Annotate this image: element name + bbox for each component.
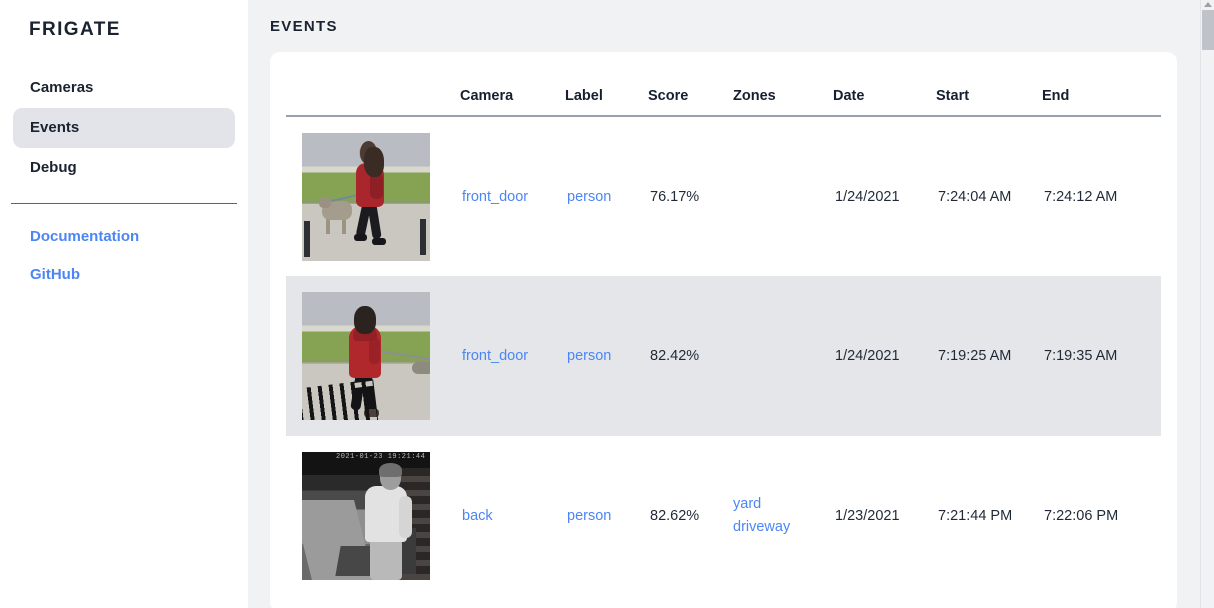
event-camera-link[interactable]: front_door: [462, 348, 529, 364]
page-title: EVENTS: [270, 18, 338, 35]
sidebar-item-cameras[interactable]: Cameras: [30, 78, 94, 96]
table-row[interactable]: 2021-01-23 19:21:44 back person 82.62%: [286, 436, 1161, 596]
fence-post-icon: [304, 220, 310, 257]
events-card: Camera Label Score Zones Date Start End: [270, 52, 1177, 608]
event-score-cell: 76.17%: [648, 116, 733, 276]
column-header-end[interactable]: End: [1042, 88, 1070, 104]
camera-timestamp-overlay: 2021-01-23 19:21:44: [336, 453, 426, 461]
event-score-cell: 82.42%: [648, 276, 733, 436]
event-start-value: 7:24:04 AM: [938, 188, 1012, 205]
event-thumbnail-image[interactable]: 2021-01-23 19:21:44: [302, 452, 430, 580]
sidebar-nav: Cameras Events Debug: [0, 68, 248, 188]
sidebar-divider: [11, 202, 237, 204]
event-start-value: 7:19:25 AM: [938, 348, 1012, 364]
dog-leg: [326, 216, 330, 234]
sidebar-item-debug[interactable]: Debug: [30, 158, 77, 176]
event-start-value: 7:21:44 PM: [938, 508, 1013, 524]
events-table-head: Camera Label Score Zones Date Start End: [286, 52, 1161, 116]
event-date-value: 1/24/2021: [835, 188, 900, 205]
event-camera-link[interactable]: back: [462, 508, 493, 524]
event-zones-cell: yard driveway: [733, 436, 833, 596]
sidebar: FRIGATE Cameras Events Debug Documentati…: [0, 0, 248, 608]
event-start-cell: 7:24:04 AM: [936, 116, 1042, 276]
event-score-cell: 82.62%: [648, 436, 733, 596]
event-date-value: 1/23/2021: [835, 508, 900, 524]
event-label-cell: person: [565, 276, 648, 436]
sidebar-external-links: Documentation GitHub: [0, 218, 248, 294]
column-header-zones[interactable]: Zones: [733, 88, 776, 104]
event-zones-cell: [733, 116, 833, 276]
event-label-cell: person: [565, 116, 648, 276]
scroll-up-arrow-icon[interactable]: [1204, 2, 1212, 7]
table-row[interactable]: front_door person 76.17% 1/24/2021: [286, 116, 1161, 276]
dog-leg: [342, 216, 346, 234]
person-hair: [379, 463, 402, 477]
sidebar-item-events[interactable]: Events: [13, 107, 235, 148]
event-date-value: 1/24/2021: [835, 348, 900, 364]
person-arm: [370, 172, 383, 199]
event-thumbnail-cell: [286, 276, 460, 436]
event-zone-link[interactable]: driveway: [733, 519, 791, 535]
sidebar-link-github[interactable]: GitHub: [30, 265, 80, 283]
event-thumbnail-image[interactable]: [302, 132, 430, 261]
event-label-cell: person: [565, 436, 648, 596]
app-brand-title: FRIGATE: [29, 19, 121, 40]
event-score-value: 76.17%: [650, 188, 700, 205]
event-zones-cell: [733, 276, 833, 436]
event-zone-link[interactable]: yard: [733, 495, 762, 512]
event-camera-cell: front_door: [460, 116, 565, 276]
person-arm: [399, 496, 412, 538]
column-header-camera[interactable]: Camera: [460, 88, 514, 104]
event-label-link[interactable]: person: [567, 348, 612, 364]
events-table: Camera Label Score Zones Date Start End: [286, 52, 1161, 596]
events-table-header-row: Camera Label Score Zones Date Start End: [286, 52, 1161, 116]
event-end-cell: 7:24:12 AM: [1042, 116, 1161, 276]
person-pants: [370, 539, 402, 580]
event-end-cell: 7:19:35 AM: [1042, 276, 1161, 436]
event-score-value: 82.42%: [650, 348, 700, 364]
dog-body: [412, 362, 430, 374]
event-start-cell: 7:19:25 AM: [936, 276, 1042, 436]
column-header-start[interactable]: Start: [936, 88, 970, 104]
event-label-link[interactable]: person: [567, 188, 612, 205]
main-content: EVENTS Camera Label Score Zones Date Sta…: [248, 0, 1214, 608]
scrollbar-thumb[interactable]: [1202, 10, 1214, 50]
event-thumbnail-image[interactable]: [302, 292, 430, 420]
event-date-cell: 1/24/2021: [833, 276, 936, 436]
event-thumbnail-cell: 2021-01-23 19:21:44: [286, 436, 460, 596]
event-end-cell: 7:22:06 PM: [1042, 436, 1161, 596]
dog-head: [319, 196, 331, 208]
fence-post-icon: [420, 218, 426, 255]
event-end-value: 7:22:06 PM: [1044, 508, 1119, 524]
column-header-score[interactable]: Score: [648, 88, 689, 104]
column-header-thumbnail[interactable]: [286, 52, 460, 116]
event-date-cell: 1/23/2021: [833, 436, 936, 596]
event-start-cell: 7:21:44 PM: [936, 436, 1042, 596]
person-shoe: [354, 233, 367, 241]
event-end-value: 7:19:35 AM: [1044, 348, 1118, 364]
event-end-value: 7:24:12 AM: [1044, 188, 1118, 205]
vertical-scrollbar[interactable]: [1200, 0, 1214, 608]
person-arm: [369, 338, 380, 364]
person-hair: [364, 146, 384, 177]
event-label-link[interactable]: person: [567, 508, 612, 524]
sidebar-link-documentation[interactable]: Documentation: [30, 227, 140, 245]
event-camera-link[interactable]: front_door: [462, 188, 529, 205]
event-date-cell: 1/24/2021: [833, 116, 936, 276]
person-shoe: [372, 237, 386, 245]
column-header-date[interactable]: Date: [833, 88, 865, 104]
events-table-body: front_door person 76.17% 1/24/2021: [286, 116, 1161, 596]
column-header-label[interactable]: Label: [565, 88, 603, 104]
table-row[interactable]: front_door person 82.42% 1/24/2021: [286, 276, 1161, 436]
event-thumbnail-cell: [286, 116, 460, 276]
event-score-value: 82.62%: [650, 508, 700, 524]
person-head: [354, 306, 376, 334]
event-camera-cell: back: [460, 436, 565, 596]
event-camera-cell: front_door: [460, 276, 565, 436]
